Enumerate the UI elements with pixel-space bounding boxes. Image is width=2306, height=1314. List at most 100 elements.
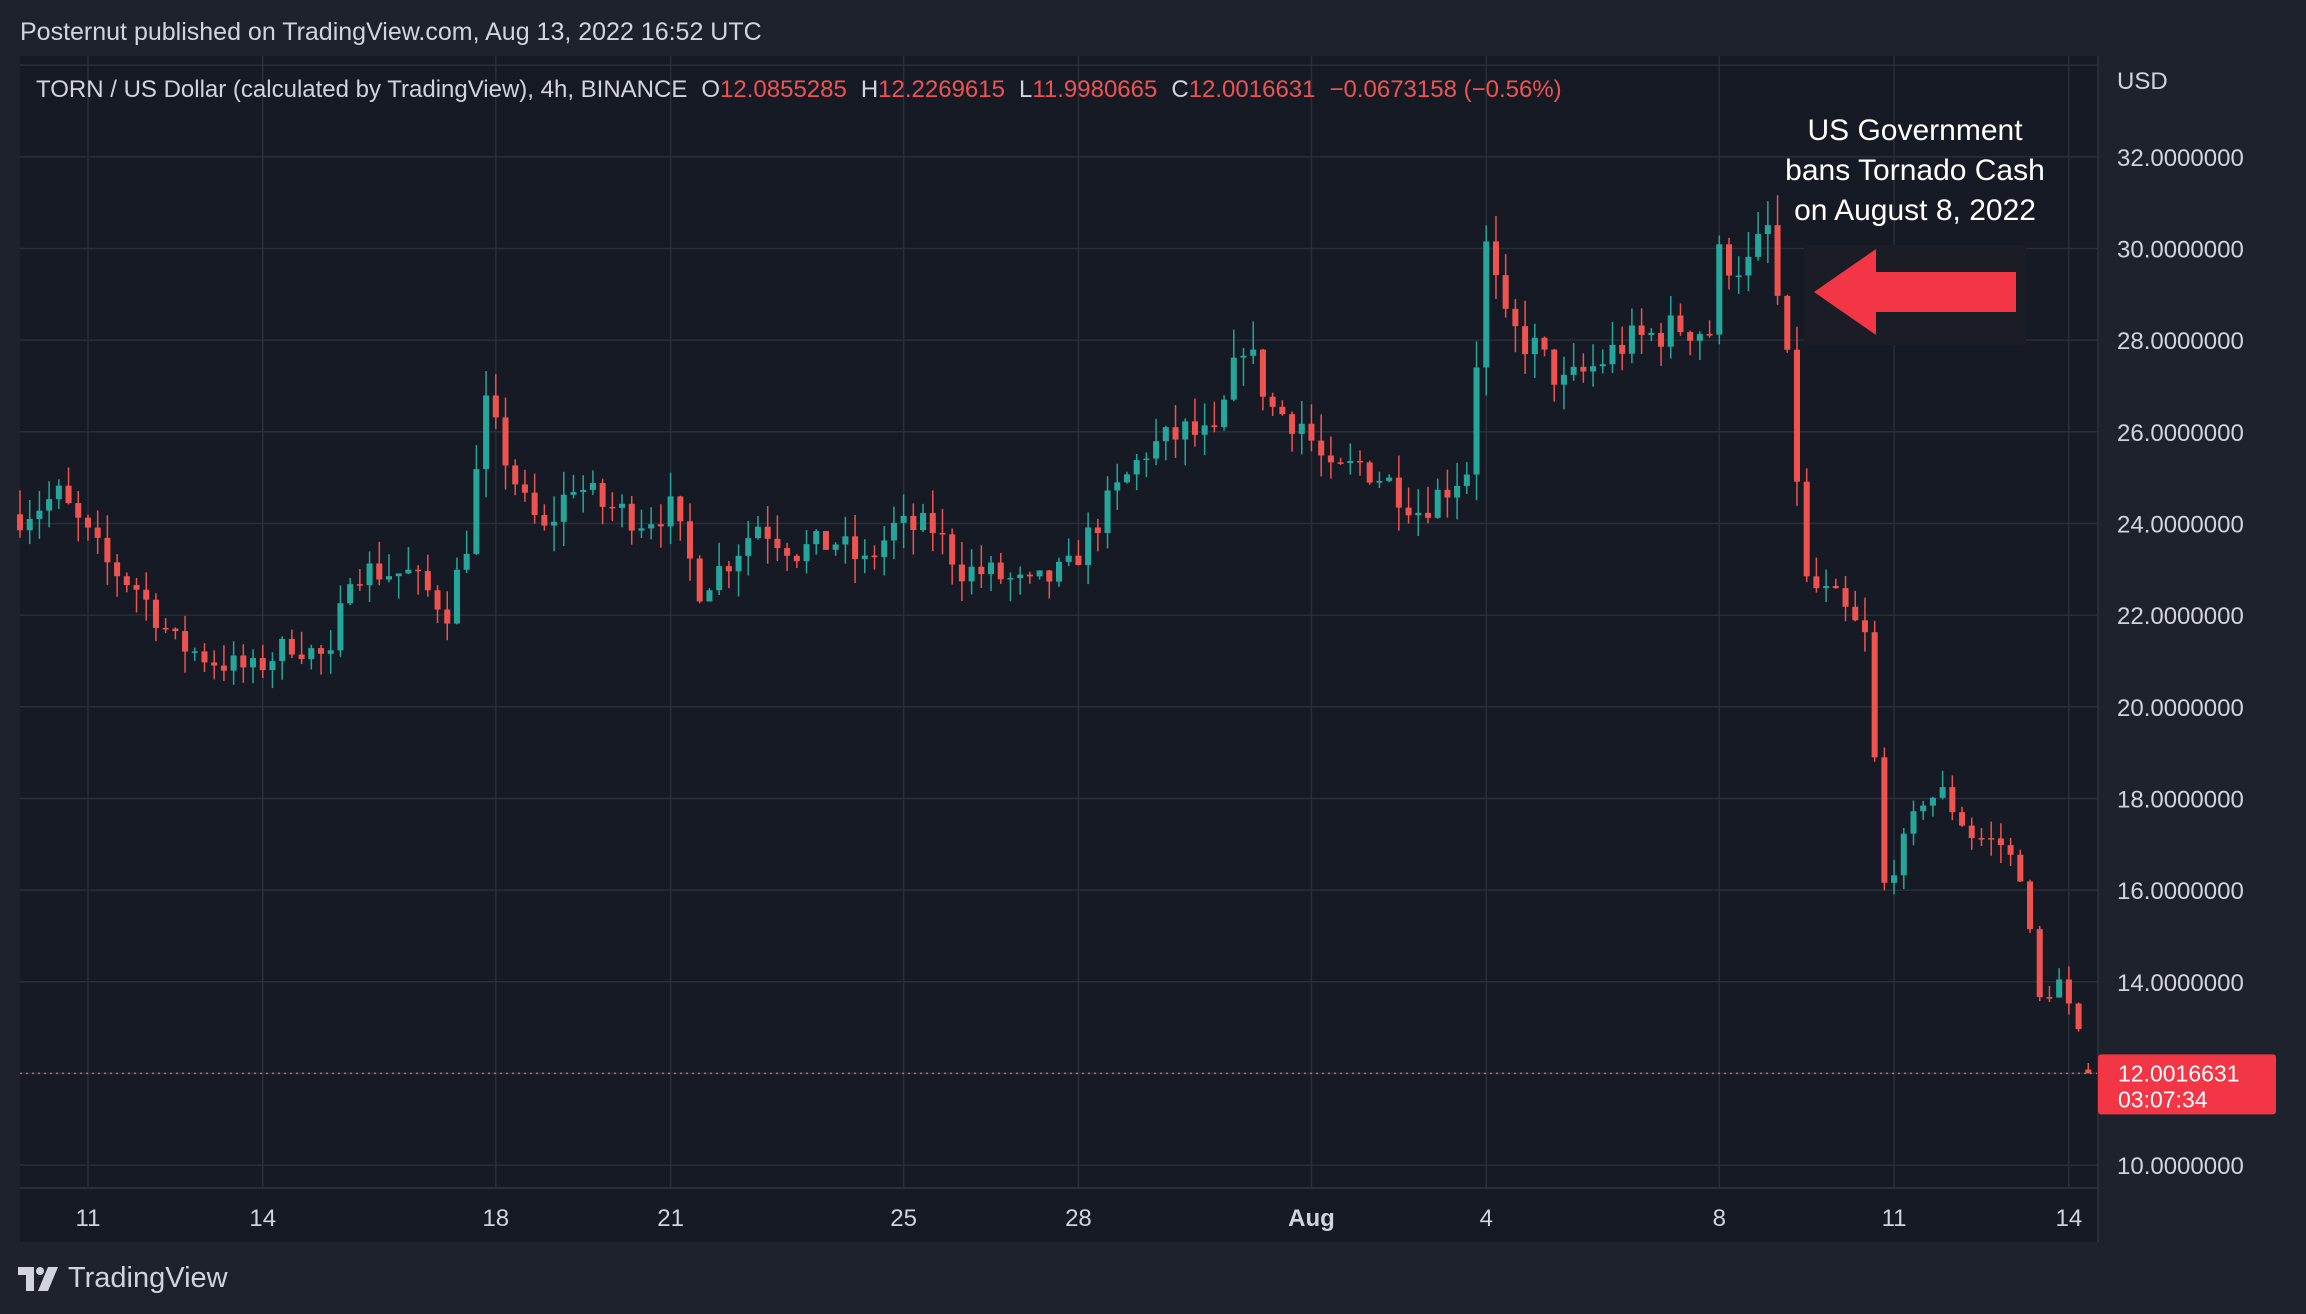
candle [259,644,266,679]
ohlc-high: 12.2269615 [878,76,1005,103]
candle-body [1182,421,1189,440]
candle-body [1327,455,1334,463]
candle-body [220,665,227,671]
candle [1978,828,1985,847]
candle [1628,308,1635,364]
candle [1172,405,1179,458]
candle-body [1920,805,1927,812]
candle-body [444,609,451,624]
candle [424,554,431,597]
candle-body [1308,423,1315,441]
ohlc-close-label: C [1171,76,1188,103]
candle [2036,925,2043,1002]
candle-body [424,571,431,591]
candle-body [512,465,519,485]
candle [327,630,334,674]
candle-body [1357,460,1364,463]
candle-body [774,538,781,549]
candle [1133,454,1140,491]
ohlc-open: 12.0855285 [720,76,847,103]
candle-body [1658,332,1665,347]
candle-body [1900,833,1907,876]
candle-body [997,562,1004,580]
x-tick-label: 25 [890,1205,917,1232]
candle-body [26,519,33,531]
time-scale[interactable]: 11 14 18 21 25 28 Aug 4 8 11 14 [20,1187,2098,1232]
candle-body [1648,332,1655,335]
candle [172,627,179,640]
candle [1182,418,1189,466]
x-tick-label: 21 [657,1205,684,1232]
candle-body [1269,396,1276,407]
candle [1250,321,1257,364]
header-bar: Posternut published on TradingView.com, … [0,0,2306,70]
candle [1793,326,1800,506]
candle-body [2085,1069,2092,1074]
candle-body [1735,275,1742,278]
candle [1473,341,1480,501]
candle [813,529,820,555]
candle [706,588,713,602]
candle [900,494,907,549]
candle-body [1803,481,1810,577]
candle-body [298,654,305,660]
tradingview-logo[interactable]: TradingView [18,1262,228,1295]
candle-body [1997,838,2004,846]
candle [502,397,509,490]
tradingview-logo-icon [18,1266,58,1291]
candle [1910,800,1917,846]
candle-body [269,661,276,671]
candle [1502,254,1509,318]
candle-body [1094,527,1101,533]
candle-body [1968,825,1975,839]
candle-body [1221,399,1228,428]
candle [1939,770,1946,800]
candle-body [609,506,616,509]
candle [1677,303,1684,336]
candle-body [570,492,577,495]
candle [512,459,519,496]
candle-body [599,483,606,507]
candle-body [46,499,53,511]
candle [1764,201,1771,264]
annotation: US Government bans Tornado Cash on Augus… [1785,114,2045,345]
candle-body [1590,366,1597,372]
candle-body [288,638,295,655]
candle-body [1007,578,1014,580]
candle-body [1259,349,1266,397]
candle-body [1764,225,1771,234]
candle-body [1143,458,1150,461]
x-tick-label: 8 [1713,1205,1726,1232]
candle-body [521,484,528,493]
candle [308,644,315,670]
candle [191,647,198,661]
candle-body [803,544,810,562]
candle-body [2036,929,2043,998]
candle-body [1570,366,1577,375]
candle-body [1745,256,1752,276]
candle-body [861,555,868,560]
bar-countdown: 03:07:34 [2118,1086,2208,1112]
candle-body [104,537,111,563]
candle-body [65,485,72,504]
candle-body [657,524,664,527]
x-tick-label: 4 [1480,1205,1493,1232]
candle-body [648,524,655,529]
candle [648,507,655,540]
candle [1667,295,1674,359]
candle-body [1463,474,1470,486]
candle-body [1376,480,1383,483]
candle-body [1405,507,1412,516]
candle-body [949,534,956,565]
candle-body [638,528,645,531]
candle [1483,225,1490,396]
candle [1201,403,1208,456]
x-tick-label: 14 [2056,1205,2083,1232]
candle [463,530,470,574]
candle [745,520,752,576]
x-tick-label: 11 [1882,1205,1907,1232]
candle [1512,299,1519,353]
candle [279,636,286,680]
candle [1658,322,1665,366]
